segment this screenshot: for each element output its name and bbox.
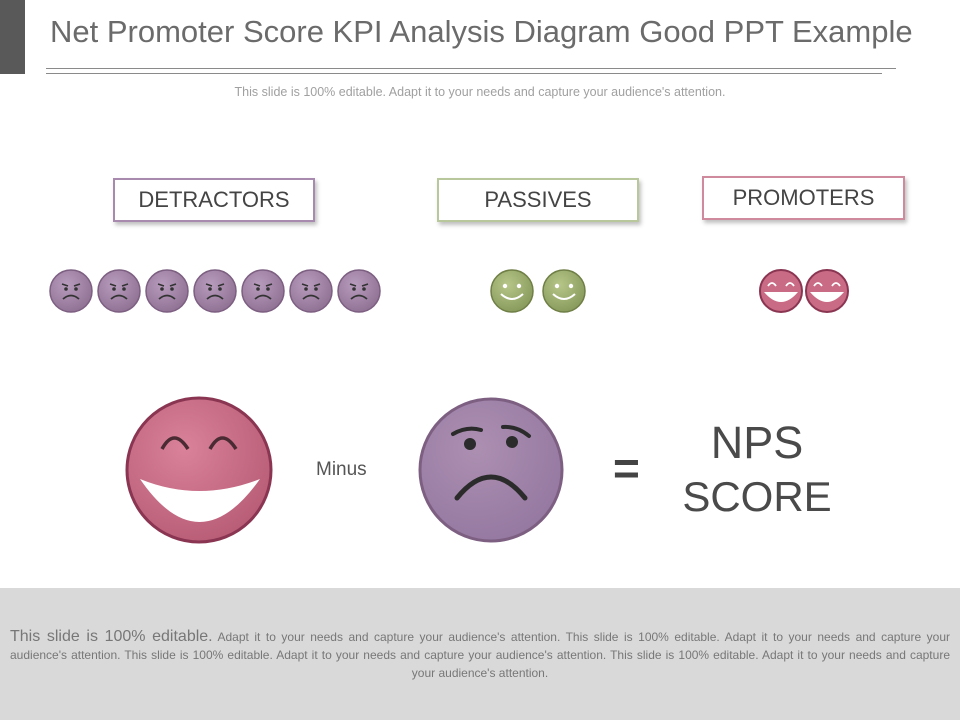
detractor-face-icon xyxy=(145,269,189,313)
promoters-label-box: PROMOTERS xyxy=(702,176,905,220)
detractor-face-icon xyxy=(193,269,237,313)
passives-label-box: PASSIVES xyxy=(437,178,639,222)
promoter-faces-row xyxy=(759,269,849,313)
detractors-label-box: DETRACTORS xyxy=(113,178,315,222)
detractor-face-icon xyxy=(97,269,141,313)
nps-score-line2: SCORE xyxy=(682,473,832,520)
passive-faces-row xyxy=(490,269,586,313)
footer-panel xyxy=(0,588,960,720)
nps-score-line1: NPS xyxy=(710,417,804,468)
detractor-face-icon xyxy=(241,269,285,313)
minus-label: Minus xyxy=(316,459,367,480)
big-promoter-face-icon xyxy=(125,396,273,544)
detractor-face-icon xyxy=(337,269,381,313)
promoter-face-icon xyxy=(759,269,803,313)
page-title: Net Promoter Score KPI Analysis Diagram … xyxy=(50,14,913,49)
subtitle: This slide is 100% editable. Adapt it to… xyxy=(234,85,726,99)
title-accent-bar xyxy=(0,0,25,74)
big-detractor-face-icon xyxy=(418,397,564,543)
footer-body: Adapt it to your needs and capture your … xyxy=(10,630,950,680)
equals-sign: = xyxy=(613,442,640,494)
detractor-face-icon xyxy=(49,269,93,313)
promoter-face-icon xyxy=(805,269,849,313)
passive-face-icon xyxy=(490,269,534,313)
detractor-face-icon xyxy=(289,269,333,313)
footer-lead: This slide is 100% editable. xyxy=(10,628,213,645)
title-rule-upper xyxy=(46,68,896,69)
footer-text: This slide is 100% editable. Adapt it to… xyxy=(10,628,950,682)
detractor-faces-row xyxy=(49,269,381,313)
title-rule-lower xyxy=(46,73,882,74)
passive-face-icon xyxy=(542,269,586,313)
